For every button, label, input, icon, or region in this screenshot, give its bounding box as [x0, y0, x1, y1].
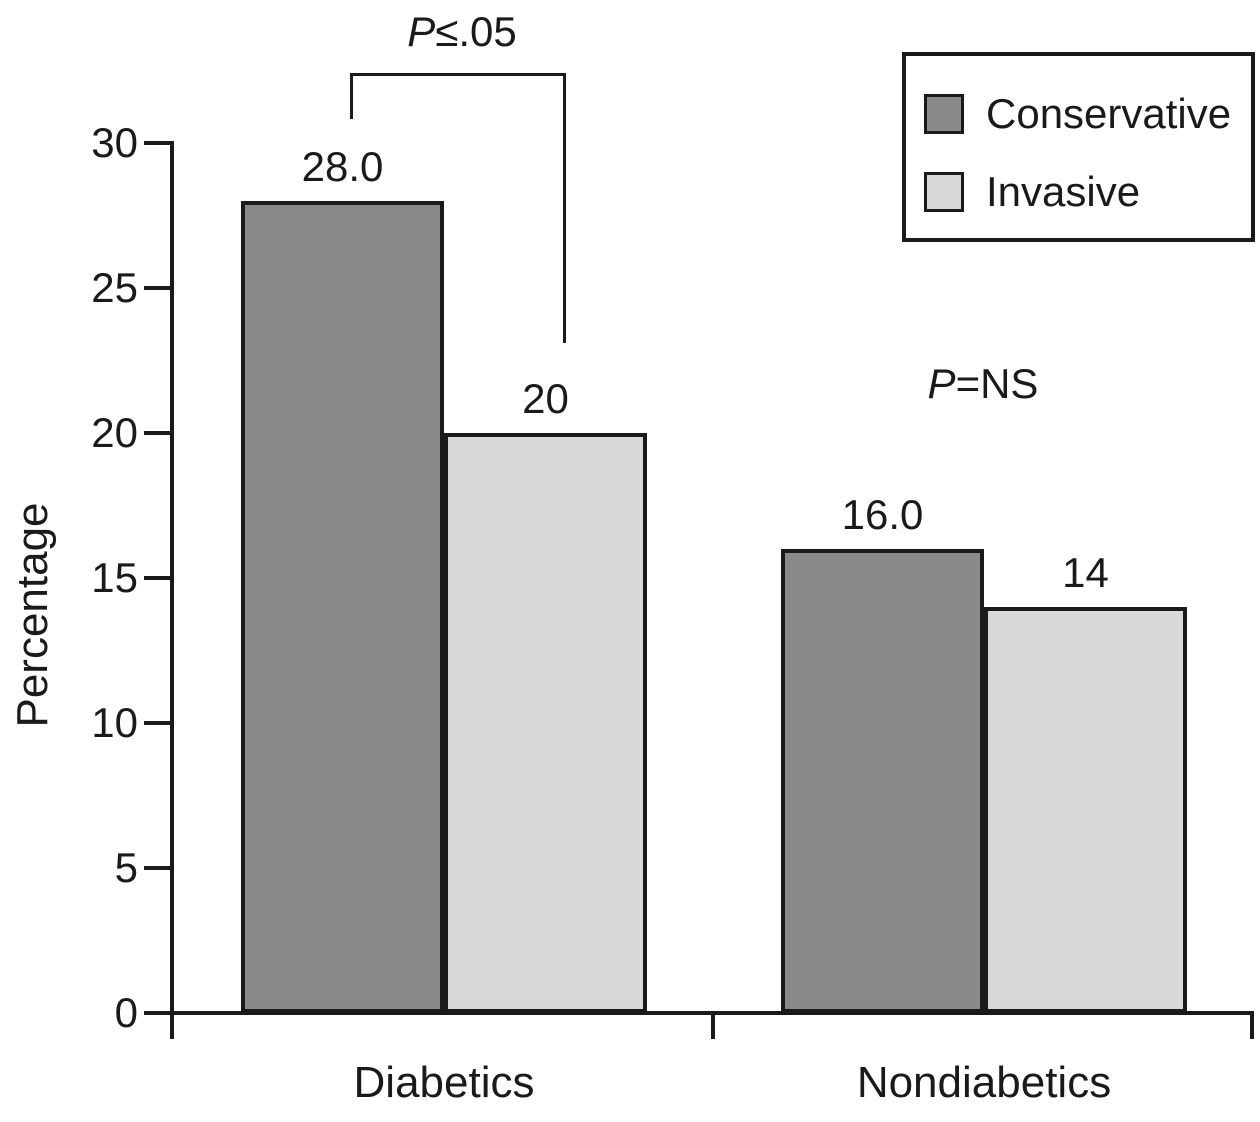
p-value-text: ≤.05 [435, 8, 517, 55]
bar-invasive-nondiabetics [984, 607, 1187, 1013]
y-tick-label: 30 [91, 119, 138, 166]
legend-row-invasive: Invasive [924, 168, 1140, 216]
y-tick-label: 20 [91, 409, 138, 456]
y-axis-title: Percentage [8, 502, 57, 728]
y-tick-label: 15 [91, 554, 138, 601]
y-tick [144, 1011, 170, 1015]
bar-conservative-nondiabetics [781, 549, 984, 1013]
legend-label-conservative: Conservative [986, 90, 1232, 137]
p-value-text: =NS [955, 360, 1039, 407]
bar-conservative-diabetics [241, 201, 444, 1013]
y-tick [144, 286, 170, 290]
value-label-invasive-nondiabetics: 14 [1062, 549, 1109, 596]
significance-bracket-left-arm [350, 73, 353, 119]
significance-bracket-horizontal [350, 73, 566, 76]
value-label-conservative-nondiabetics: 16.0 [841, 491, 924, 538]
value-label-conservative-diabetics: 28.0 [301, 143, 384, 190]
y-tick-label: 10 [91, 699, 138, 746]
y-tick-label: 5 [114, 844, 138, 891]
x-axis-tick-right-end [1250, 1013, 1254, 1039]
p-value-annotation-nondiabetics: P=NS [863, 360, 1103, 408]
y-tick [144, 721, 170, 725]
category-label-diabetics: Diabetics [353, 1058, 535, 1107]
y-tick [144, 431, 170, 435]
y-tick-label: 25 [91, 264, 138, 311]
y-tick [144, 866, 170, 870]
y-tick [144, 576, 170, 580]
legend-label-invasive: Invasive [986, 168, 1141, 215]
p-value-annotation-diabetics: P≤.05 [342, 8, 582, 56]
significance-bracket-right-arm [563, 73, 566, 343]
legend-swatch-conservative-icon [924, 94, 964, 134]
x-axis-tick-group-separator [711, 1013, 715, 1039]
y-tick-label: 0 [114, 989, 138, 1036]
y-tick [144, 141, 170, 145]
value-label-invasive-diabetics: 20 [522, 375, 569, 422]
bar-invasive-diabetics [444, 433, 647, 1013]
legend-swatch-invasive-icon [924, 172, 964, 212]
p-symbol: P [407, 8, 436, 55]
legend: Conservative Invasive [902, 52, 1255, 242]
legend-row-conservative: Conservative [924, 90, 1231, 138]
p-symbol: P [927, 360, 956, 407]
y-axis-line [170, 141, 174, 1039]
category-label-nondiabetics: Nondiabetics [856, 1058, 1112, 1107]
